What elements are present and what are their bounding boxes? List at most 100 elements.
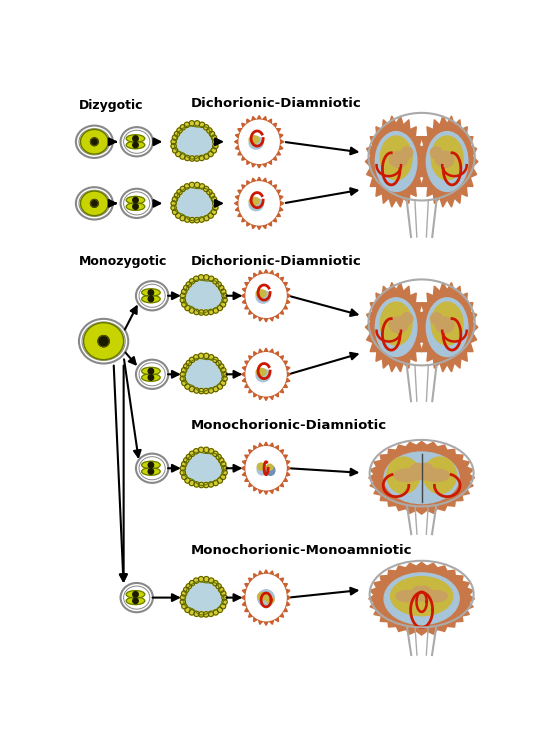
Circle shape: [184, 155, 190, 161]
Circle shape: [222, 470, 228, 475]
Circle shape: [189, 183, 195, 188]
Circle shape: [212, 279, 218, 284]
Circle shape: [217, 478, 222, 484]
Circle shape: [133, 142, 138, 148]
Text: Dichorionic-Diamniotic: Dichorionic-Diamniotic: [191, 255, 361, 268]
Circle shape: [186, 454, 192, 460]
Circle shape: [171, 205, 176, 210]
Circle shape: [203, 275, 209, 280]
Circle shape: [219, 457, 224, 463]
Circle shape: [148, 469, 154, 474]
Ellipse shape: [391, 577, 453, 615]
Ellipse shape: [266, 466, 275, 475]
Ellipse shape: [394, 469, 420, 481]
Circle shape: [133, 136, 138, 142]
Circle shape: [220, 380, 226, 386]
Circle shape: [222, 595, 227, 600]
Circle shape: [401, 147, 413, 159]
Circle shape: [212, 357, 218, 363]
Ellipse shape: [239, 182, 279, 225]
Polygon shape: [369, 442, 475, 514]
Circle shape: [198, 275, 204, 280]
Text: Dichorionic-Diamniotic: Dichorionic-Diamniotic: [191, 97, 361, 110]
Circle shape: [198, 612, 204, 617]
Circle shape: [182, 289, 187, 294]
Circle shape: [180, 466, 186, 471]
Circle shape: [190, 156, 195, 161]
Circle shape: [133, 204, 138, 209]
Circle shape: [91, 200, 98, 207]
Circle shape: [401, 313, 413, 325]
Circle shape: [212, 205, 218, 210]
Circle shape: [203, 577, 209, 582]
Ellipse shape: [141, 367, 160, 375]
Circle shape: [180, 124, 186, 130]
Ellipse shape: [389, 151, 408, 168]
Polygon shape: [235, 177, 284, 229]
Ellipse shape: [380, 302, 412, 345]
Circle shape: [203, 388, 209, 394]
Ellipse shape: [141, 374, 160, 381]
Circle shape: [208, 151, 214, 156]
Circle shape: [185, 305, 190, 311]
Circle shape: [182, 474, 187, 480]
Ellipse shape: [246, 352, 286, 396]
Circle shape: [183, 587, 189, 592]
Circle shape: [190, 279, 195, 284]
Polygon shape: [184, 280, 224, 313]
Circle shape: [186, 282, 192, 287]
Ellipse shape: [126, 197, 145, 204]
Ellipse shape: [427, 132, 468, 191]
Circle shape: [220, 474, 226, 480]
Circle shape: [221, 367, 226, 373]
Circle shape: [221, 289, 226, 294]
Circle shape: [190, 580, 195, 586]
Ellipse shape: [257, 463, 267, 475]
Circle shape: [220, 302, 226, 307]
Circle shape: [180, 186, 186, 191]
Circle shape: [198, 310, 204, 315]
Circle shape: [209, 578, 214, 583]
Circle shape: [203, 612, 209, 617]
Circle shape: [203, 215, 209, 221]
Ellipse shape: [121, 127, 153, 156]
Circle shape: [203, 153, 209, 159]
Circle shape: [182, 380, 187, 386]
Circle shape: [208, 213, 214, 218]
Circle shape: [213, 609, 219, 615]
Polygon shape: [241, 348, 291, 401]
Ellipse shape: [256, 369, 270, 381]
Polygon shape: [184, 358, 224, 392]
Circle shape: [198, 577, 204, 582]
Circle shape: [200, 122, 205, 127]
Ellipse shape: [136, 454, 168, 483]
Polygon shape: [241, 442, 291, 495]
Ellipse shape: [369, 561, 473, 627]
Circle shape: [411, 586, 426, 601]
Circle shape: [222, 297, 228, 302]
Circle shape: [148, 463, 154, 468]
Circle shape: [208, 482, 214, 487]
Ellipse shape: [384, 452, 459, 504]
Circle shape: [212, 580, 218, 586]
Ellipse shape: [380, 136, 412, 180]
Text: Monozygotic: Monozygotic: [79, 255, 167, 268]
Circle shape: [182, 302, 187, 307]
Circle shape: [189, 121, 195, 126]
Ellipse shape: [256, 368, 266, 376]
Circle shape: [217, 384, 222, 389]
Polygon shape: [235, 115, 284, 168]
Circle shape: [193, 578, 199, 583]
Ellipse shape: [435, 317, 454, 333]
Circle shape: [212, 144, 218, 149]
Ellipse shape: [266, 597, 274, 603]
Circle shape: [184, 122, 190, 127]
Ellipse shape: [369, 440, 473, 507]
Circle shape: [211, 197, 217, 202]
Circle shape: [219, 587, 224, 592]
Ellipse shape: [126, 591, 145, 598]
Circle shape: [180, 215, 185, 221]
Circle shape: [180, 153, 185, 159]
Ellipse shape: [84, 323, 124, 360]
Ellipse shape: [141, 295, 160, 302]
